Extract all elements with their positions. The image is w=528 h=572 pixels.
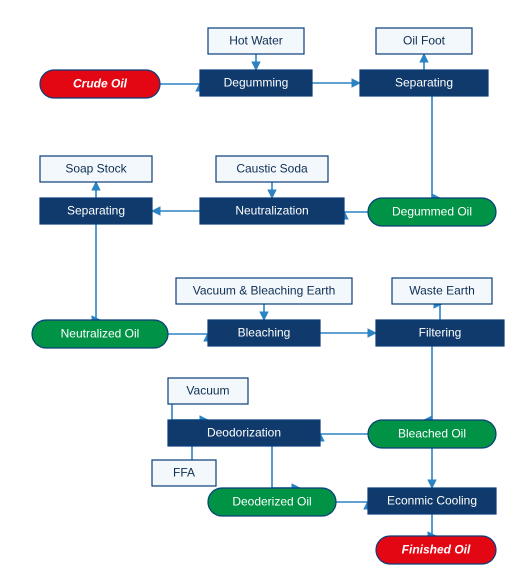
- node-soapstock: Soap Stock: [40, 156, 152, 182]
- node-filtering-label: Filtering: [419, 326, 462, 340]
- flowchart: Hot Water Oil Foot Crude Oil Degumming Separ…: [0, 0, 528, 572]
- edge-deodor-deodoil: [272, 446, 300, 488]
- node-caustic-label: Caustic Soda: [236, 162, 308, 176]
- edge-crude-degumming: [160, 83, 200, 84]
- node-hotwater: Hot Water: [208, 28, 304, 54]
- node-degumming: Degumming: [200, 70, 312, 96]
- edge-deodoil-cooling: [336, 501, 368, 502]
- node-bleaching-label: Bleaching: [238, 326, 291, 340]
- node-ffa-label: FFA: [173, 466, 195, 480]
- node-deodor: Deodorization: [168, 420, 320, 446]
- node-neutoil-label: Neutralized Oil: [61, 327, 140, 341]
- node-cooling-label: Econmic Cooling: [387, 494, 477, 508]
- node-caustic: Caustic Soda: [216, 156, 328, 182]
- node-separating1: Separating: [360, 70, 488, 96]
- node-degumming-label: Degumming: [224, 76, 289, 90]
- node-wasteearth-label: Waste Earth: [409, 284, 475, 298]
- node-neutoil: Neutralized Oil: [32, 320, 168, 348]
- node-filtering: Filtering: [376, 320, 504, 346]
- node-separating1-label: Separating: [395, 76, 453, 90]
- edge-bleachedoil-deodor: [320, 433, 368, 434]
- node-cooling: Econmic Cooling: [368, 488, 496, 514]
- edge-neutoil-bleaching: [168, 333, 208, 334]
- edge-degummed-neutral: [344, 211, 368, 212]
- edge-vacuum-deodor: [172, 404, 208, 420]
- node-deodoil: Deoderized Oil: [208, 488, 336, 516]
- node-neutral-label: Neutralization: [235, 204, 308, 218]
- node-degummed-label: Degummed Oil: [392, 205, 472, 219]
- node-bleaching: Bleaching: [208, 320, 320, 346]
- edge-separating2-neutoil: [96, 224, 100, 320]
- edge-separating1-degummed: [432, 96, 440, 198]
- node-bleachedoil: Bleached Oil: [368, 420, 496, 448]
- node-oilfoot: Oil Foot: [376, 28, 472, 54]
- node-bleachedoil-label: Bleached Oil: [398, 427, 466, 441]
- edge-cooling-finished: [432, 514, 436, 536]
- edge-filtering-bleachedoil: [424, 346, 432, 420]
- node-neutral: Neutralization: [200, 198, 344, 224]
- node-soapstock-label: Soap Stock: [65, 162, 127, 176]
- node-vacuum-label: Vacuum: [186, 384, 229, 398]
- node-degummed: Degummed Oil: [368, 198, 496, 226]
- node-separating2: Separating: [40, 198, 152, 224]
- node-vacbleach: Vacuum & Bleaching Earth: [176, 278, 352, 304]
- node-vacuum: Vacuum: [168, 378, 248, 404]
- node-separating2-label: Separating: [67, 204, 125, 218]
- nodes: Hot Water Oil Foot Crude Oil Degumming Separ…: [32, 28, 504, 564]
- node-crude-label: Crude Oil: [73, 77, 128, 91]
- node-deodoil-label: Deoderized Oil: [232, 495, 311, 509]
- node-finished: Finished Oil: [376, 536, 496, 564]
- node-wasteearth: Waste Earth: [392, 278, 492, 304]
- node-ffa: FFA: [152, 460, 216, 486]
- node-oilfoot-label: Oil Foot: [403, 34, 446, 48]
- node-hotwater-label: Hot Water: [229, 34, 283, 48]
- edge-filtering-wasteearth: [440, 304, 442, 320]
- node-vacbleach-label: Vacuum & Bleaching Earth: [193, 284, 336, 298]
- node-finished-label: Finished Oil: [402, 543, 471, 557]
- node-deodor-label: Deodorization: [207, 426, 281, 440]
- node-crude: Crude Oil: [40, 70, 160, 98]
